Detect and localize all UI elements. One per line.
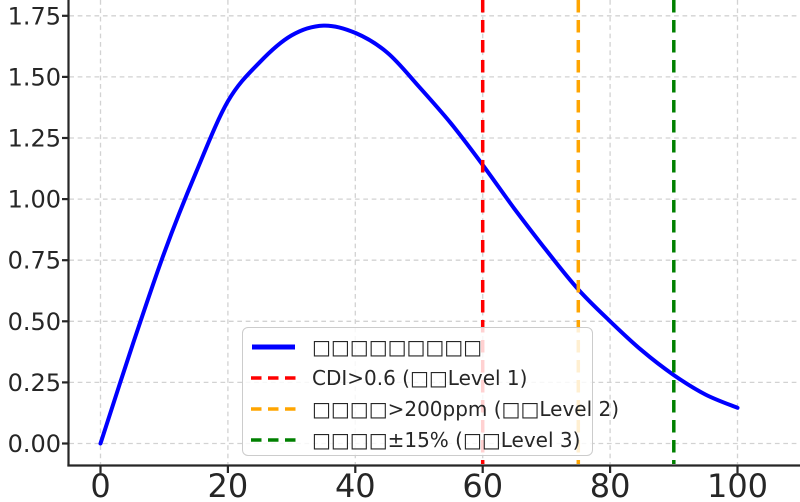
legend: □□□□□□□□□ CDI>0.6 (□□Level 1) □□□□>200pp… (242, 327, 619, 456)
legend-entry-threshold3: □□□□±15% (□□Level 3) (250, 424, 592, 455)
x-tick-label: 80 (590, 467, 631, 502)
y-tick-label: 0.50 (8, 308, 61, 336)
legend-entry-curve: □□□□□□□□□ (250, 331, 592, 362)
y-tick-label: 1.00 (8, 186, 61, 214)
legend-label-threshold1: CDI>0.6 (□□Level 1) (312, 365, 528, 390)
legend-label-curve: □□□□□□□□□ (312, 334, 483, 359)
x-tick-label: 100 (707, 467, 768, 502)
y-tick-label: 0.25 (8, 369, 61, 397)
y-tick-label: 1.75 (8, 2, 61, 30)
x-tick-label: 0 (90, 467, 110, 502)
x-tick-label: 60 (462, 467, 503, 502)
green-dashed-line-sample-icon (251, 437, 296, 442)
y-tick-label: 0.00 (8, 430, 61, 458)
data-curve (98, 23, 740, 446)
x-tick-label: 40 (335, 467, 376, 502)
orange-dashed-line-sample-icon (251, 406, 296, 411)
legend-entry-threshold2: □□□□>200ppm (□□Level 2) (250, 393, 619, 424)
legend-entry-threshold1: CDI>0.6 (□□Level 1) (250, 362, 592, 393)
legend-label-threshold3: □□□□±15% (□□Level 3) (312, 427, 581, 452)
curve-line-sample-icon (252, 344, 295, 349)
y-tick-label: 0.75 (8, 247, 61, 275)
red-dashed-line-sample-icon (251, 375, 296, 380)
legend-label-threshold2: □□□□>200ppm (□□Level 2) (312, 396, 620, 421)
x-tick-label: 20 (208, 467, 249, 502)
y-tick-label: 1.50 (8, 63, 61, 91)
y-tick-label: 1.25 (8, 125, 61, 153)
